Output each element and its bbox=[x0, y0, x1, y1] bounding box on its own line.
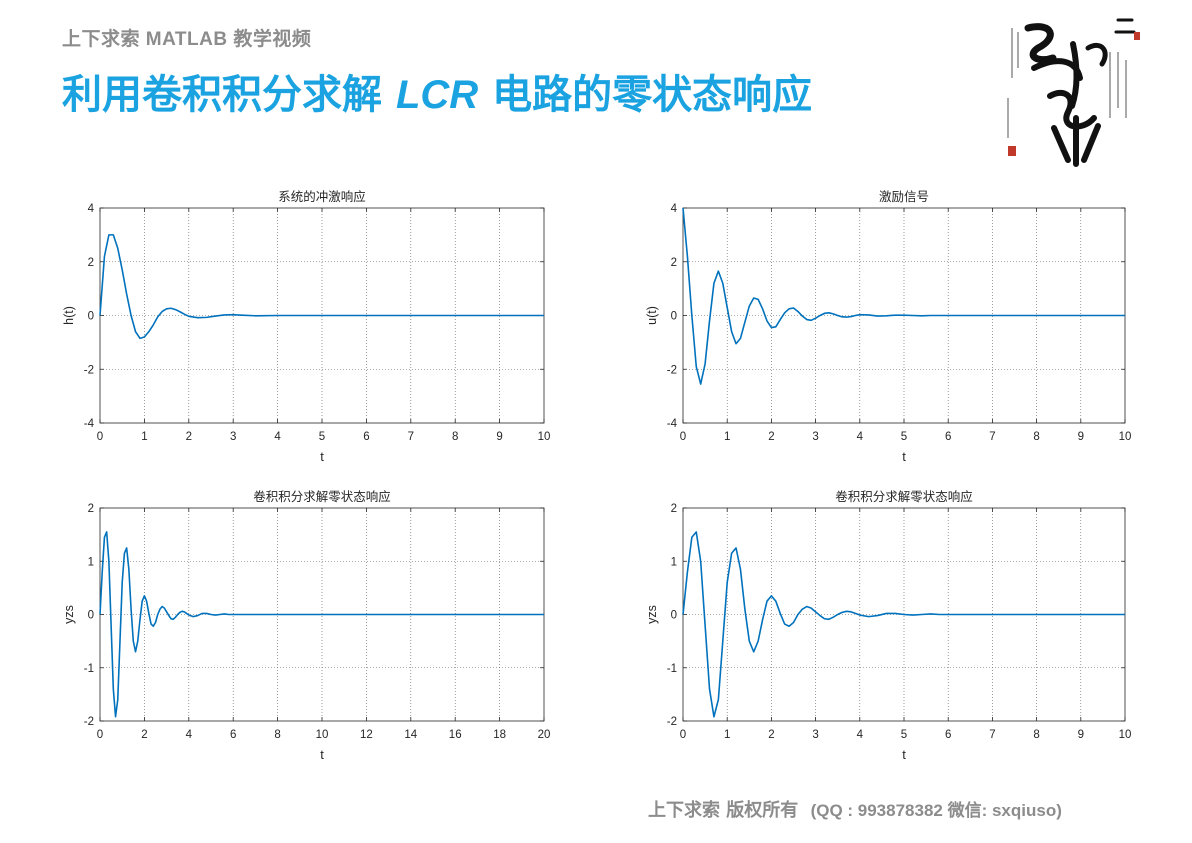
y-tick-label: -1 bbox=[667, 663, 677, 675]
x-axis-label: t bbox=[902, 747, 906, 762]
footer-contact: (QQ : 993878382 微信: sxqiuso) bbox=[810, 801, 1062, 820]
x-tick-label: 10 bbox=[316, 729, 329, 741]
x-tick-label: 6 bbox=[363, 431, 369, 443]
x-tick-label: 8 bbox=[1033, 431, 1039, 443]
y-tick-label: 1 bbox=[671, 556, 677, 568]
y-tick-label: 2 bbox=[88, 257, 94, 269]
series-line bbox=[99, 531, 544, 718]
page-title: 利用卷积积分求解 LCR 电路的零状态响应 bbox=[62, 62, 812, 120]
x-tick-label: 4 bbox=[857, 729, 864, 741]
x-tick-label: 20 bbox=[538, 729, 551, 741]
x-tick-label: 2 bbox=[768, 431, 774, 443]
x-axis-label: t bbox=[320, 449, 324, 464]
chart-title: 系统的冲激响应 bbox=[278, 189, 366, 204]
x-tick-label: 8 bbox=[452, 431, 458, 443]
y-tick-label: 4 bbox=[88, 203, 95, 215]
page-title-main: 利用卷积积分求解 bbox=[62, 72, 382, 118]
x-tick-label: 2 bbox=[768, 729, 774, 741]
series-line bbox=[99, 234, 544, 340]
x-tick-label: 3 bbox=[812, 431, 818, 443]
x-tick-label: 4 bbox=[857, 431, 864, 443]
x-tick-label: 4 bbox=[186, 729, 193, 741]
x-tick-label: 3 bbox=[230, 431, 236, 443]
x-tick-label: 0 bbox=[680, 729, 686, 741]
footer: 上下求索 版权所有 (QQ : 993878382 微信: sxqiuso) bbox=[648, 796, 1062, 822]
x-tick-label: 7 bbox=[989, 729, 995, 741]
x-tick-label: 0 bbox=[97, 729, 103, 741]
series-line bbox=[682, 531, 1125, 718]
y-tick-label: 0 bbox=[88, 311, 94, 323]
x-axis-label: t bbox=[320, 747, 324, 762]
y-tick-label: -2 bbox=[667, 364, 677, 376]
y-tick-label: -2 bbox=[84, 716, 94, 728]
x-tick-label: 3 bbox=[812, 729, 818, 741]
x-tick-label: 5 bbox=[901, 431, 907, 443]
x-tick-label: 16 bbox=[449, 729, 462, 741]
y-tick-label: 4 bbox=[671, 203, 678, 215]
y-tick-label: -1 bbox=[84, 663, 94, 675]
x-tick-label: 4 bbox=[274, 431, 281, 443]
x-tick-label: 10 bbox=[1119, 729, 1132, 741]
y-tick-label: -4 bbox=[667, 418, 678, 430]
x-tick-label: 5 bbox=[319, 431, 325, 443]
y-tick-label: 1 bbox=[88, 556, 94, 568]
y-tick-label: -4 bbox=[84, 418, 95, 430]
x-tick-label: 9 bbox=[496, 431, 502, 443]
footer-copyright: 上下求索 版权所有 bbox=[648, 800, 799, 821]
chart-title: 卷积积分求解零状态响应 bbox=[253, 489, 391, 504]
chart-4: 0 1 2 3 4 5 6 7 8 9 10 -2 -1 0 1 2 卷积积分求解零状态响应 t yzs bbox=[645, 489, 1131, 762]
x-tick-label: 12 bbox=[360, 729, 373, 741]
y-axis-label: h(t) bbox=[62, 306, 76, 325]
chart-title: 激励信号 bbox=[879, 189, 929, 204]
y-axis-label: yzs bbox=[62, 605, 76, 624]
x-tick-label: 10 bbox=[1119, 431, 1132, 443]
y-tick-label: 0 bbox=[88, 610, 94, 622]
x-tick-label: 7 bbox=[408, 431, 414, 443]
x-tick-label: 14 bbox=[404, 729, 417, 741]
y-tick-label: -2 bbox=[667, 716, 677, 728]
y-tick-label: 0 bbox=[671, 311, 677, 323]
y-axis-label: u(t) bbox=[645, 306, 659, 325]
chart-title: 卷积积分求解零状态响应 bbox=[835, 489, 973, 504]
header-subtitle: 上下求索 MATLAB 教学视频 bbox=[62, 29, 312, 50]
y-tick-label: 0 bbox=[671, 610, 677, 622]
x-tick-label: 18 bbox=[493, 729, 506, 741]
chart-2: 0 1 2 3 4 5 6 7 8 9 10 -4 -2 0 2 4 激励信号 t u(t) bbox=[645, 189, 1131, 464]
x-tick-label: 2 bbox=[186, 431, 192, 443]
x-tick-label: 0 bbox=[97, 431, 103, 443]
calligraphy-logo bbox=[1007, 18, 1140, 167]
x-tick-label: 1 bbox=[724, 729, 730, 741]
x-axis-label: t bbox=[902, 449, 906, 464]
x-tick-label: 8 bbox=[274, 729, 280, 741]
series-line bbox=[682, 207, 1125, 385]
x-tick-label: 6 bbox=[945, 729, 951, 741]
x-tick-label: 5 bbox=[901, 729, 907, 741]
y-tick-label: -2 bbox=[84, 364, 94, 376]
x-tick-label: 0 bbox=[680, 431, 686, 443]
page-title-lcr: LCR bbox=[395, 73, 479, 117]
y-tick-label: 2 bbox=[671, 503, 677, 515]
x-tick-label: 9 bbox=[1078, 431, 1084, 443]
x-tick-label: 9 bbox=[1078, 729, 1084, 741]
chart-1: 0 1 2 3 4 5 6 7 8 9 10 -4 -2 0 2 4 系统的冲激响应 t h(t) bbox=[62, 189, 550, 464]
x-tick-label: 1 bbox=[724, 431, 730, 443]
x-tick-label: 7 bbox=[989, 431, 995, 443]
x-tick-label: 2 bbox=[141, 729, 147, 741]
x-tick-label: 8 bbox=[1033, 729, 1039, 741]
x-tick-label: 6 bbox=[230, 729, 236, 741]
x-tick-label: 1 bbox=[141, 431, 147, 443]
x-tick-label: 6 bbox=[945, 431, 951, 443]
x-tick-label: 10 bbox=[538, 431, 551, 443]
y-axis-label: yzs bbox=[645, 605, 659, 624]
y-tick-label: 2 bbox=[88, 503, 94, 515]
page-title-tail: 电路的零状态响应 bbox=[492, 72, 813, 118]
y-tick-label: 2 bbox=[671, 257, 677, 269]
